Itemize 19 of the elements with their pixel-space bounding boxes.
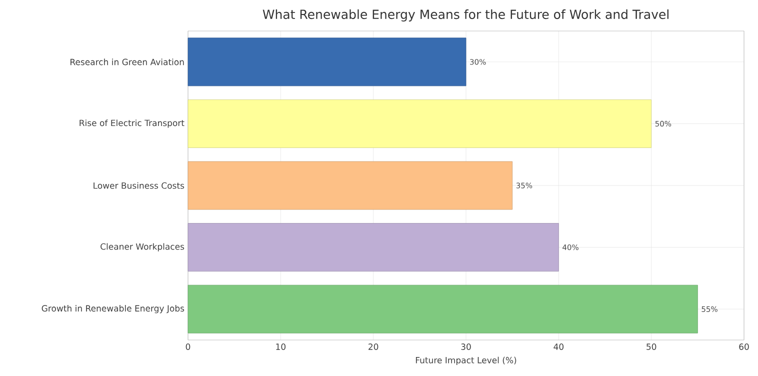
y-tick-label: Rise of Electric Transport	[80, 120, 184, 128]
x-tick-label: 30	[461, 344, 471, 350]
x-tick-label: 20	[368, 344, 378, 350]
x-tick-label: 10	[276, 344, 286, 350]
bar	[188, 99, 652, 148]
x-tick-label: 50	[646, 344, 656, 350]
y-tick-label: Cleaner Workplaces	[100, 243, 184, 252]
chart-title: What Renewable Energy Means for the Future of Work and Travel	[262, 9, 668, 22]
bar	[188, 223, 559, 272]
x-tick-label: 40	[554, 344, 564, 350]
y-tick-label: Research in Green Aviation	[70, 58, 184, 66]
x-tick-label: 60	[739, 344, 749, 350]
bar	[188, 284, 698, 334]
y-tick-label: Growth in Renewable Energy Jobs	[42, 304, 184, 314]
y-tick-label: Lower Business Costs	[94, 182, 184, 189]
bar	[188, 161, 513, 210]
bar	[188, 38, 466, 86]
x-tick-label: 0	[186, 344, 190, 350]
x-axis-title: Future Impact Level (%)	[416, 356, 516, 366]
